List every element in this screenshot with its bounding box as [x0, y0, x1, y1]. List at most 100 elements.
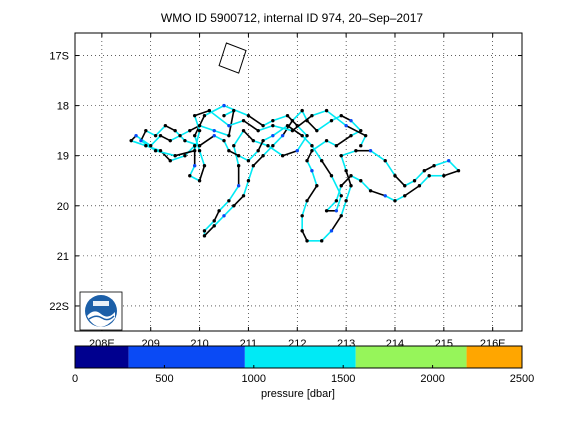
position-point: [197, 179, 202, 183]
position-point: [261, 154, 265, 158]
position-point: [197, 148, 202, 153]
track-segment: [218, 200, 230, 212]
track-segment: [311, 170, 318, 187]
position-point: [153, 148, 158, 153]
position-point: [227, 148, 231, 153]
track-segment: [199, 135, 215, 147]
position-point: [285, 113, 290, 118]
position-point: [236, 184, 241, 188]
position-point: [344, 169, 348, 173]
track-segment: [394, 195, 406, 202]
position-point: [241, 194, 246, 198]
track-segment: [335, 135, 352, 147]
position-point: [227, 133, 231, 138]
position-point: [339, 154, 343, 158]
track-segment: [213, 134, 225, 142]
position-point: [158, 133, 163, 138]
track-segment: [350, 120, 362, 132]
position-point: [280, 154, 285, 158]
position-point: [197, 123, 202, 128]
track-segment: [340, 114, 352, 122]
track-segment: [291, 115, 313, 132]
track-segment: [360, 135, 367, 147]
position-point: [300, 229, 304, 233]
track-segment: [213, 129, 230, 137]
position-point: [329, 229, 334, 233]
position-point: [344, 123, 348, 128]
position-point: [310, 143, 314, 148]
position-point: [359, 179, 363, 183]
track-segment: [384, 160, 396, 177]
position-point: [192, 143, 197, 148]
position-point: [271, 123, 275, 128]
track-segment: [242, 180, 250, 197]
track-segment: [301, 135, 313, 147]
track-segment: [223, 104, 249, 117]
position-point: [432, 164, 436, 168]
track-segment: [169, 134, 181, 142]
track-segment: [242, 130, 254, 142]
position-point: [207, 108, 212, 113]
noaa-logo: [79, 291, 123, 331]
position-point: [271, 118, 275, 123]
position-point: [144, 143, 148, 148]
position-point: [222, 138, 226, 143]
position-point: [305, 239, 309, 243]
colorbar-bin: [128, 346, 245, 368]
track-segment: [189, 165, 196, 177]
plot-frame: [74, 32, 523, 332]
y-tick-label: 22S: [49, 301, 69, 313]
position-point: [290, 118, 295, 123]
track-segment: [204, 104, 225, 117]
position-point: [183, 154, 187, 158]
track-segment: [306, 160, 313, 172]
position-point: [222, 214, 226, 218]
position-point: [232, 108, 236, 113]
position-point: [188, 128, 192, 133]
position-point: [168, 138, 172, 143]
position-point: [456, 169, 461, 173]
track-segment: [413, 170, 425, 182]
y-tick-label: 19: [57, 151, 69, 163]
position-point: [427, 174, 431, 178]
position-point: [222, 113, 226, 118]
position-point: [344, 199, 348, 203]
track-segment: [170, 154, 186, 162]
track-segment: [208, 109, 230, 127]
position-point: [334, 199, 339, 203]
track-segment: [306, 120, 318, 132]
position-point: [368, 148, 373, 153]
position-point: [183, 138, 187, 143]
track-segment: [335, 185, 343, 202]
track-segment: [135, 135, 152, 147]
position-point: [368, 189, 373, 193]
track-segment: [370, 190, 386, 197]
track-segment: [340, 155, 347, 171]
track-segment: [198, 165, 206, 181]
track-segment: [233, 195, 245, 207]
track-segment: [301, 230, 308, 242]
track-segment: [223, 109, 235, 117]
position-point: [197, 143, 202, 148]
track-segment: [194, 109, 210, 117]
track-segment: [262, 119, 274, 127]
position-point: [158, 148, 163, 153]
track-segment: [145, 129, 156, 137]
track-segment: [296, 125, 308, 137]
position-point: [285, 123, 290, 128]
position-point: [212, 219, 216, 223]
track-segment: [140, 130, 147, 142]
position-point: [417, 184, 422, 188]
track-segment: [223, 205, 235, 217]
track-segment: [198, 150, 206, 166]
track-segment: [165, 124, 176, 132]
position-point: [173, 154, 177, 158]
track-segment: [433, 159, 449, 167]
track-segment: [272, 135, 284, 147]
position-point: [192, 113, 197, 118]
position-point: [168, 159, 172, 163]
position-point: [144, 128, 148, 133]
track-segment: [232, 145, 240, 166]
track-segment: [253, 139, 269, 147]
